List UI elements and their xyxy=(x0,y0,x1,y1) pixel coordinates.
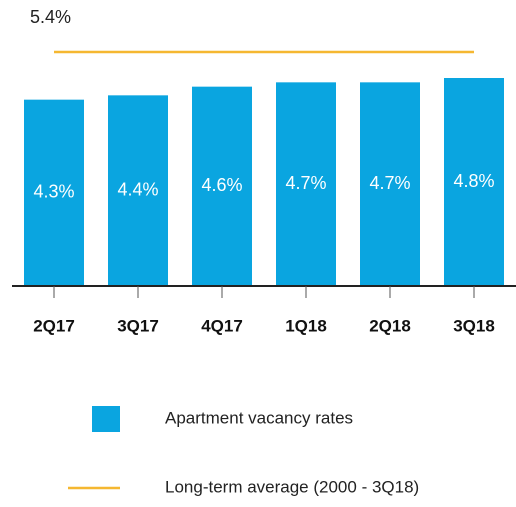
x-tick-label: 3Q17 xyxy=(117,316,159,335)
value-label: 4.7% xyxy=(285,173,326,193)
value-label: 4.8% xyxy=(453,171,494,191)
x-tick-label: 2Q18 xyxy=(369,316,411,335)
value-label: 4.4% xyxy=(117,179,158,199)
value-label: 4.6% xyxy=(201,175,242,195)
bar xyxy=(276,82,336,286)
legend-label: Long-term average (2000 - 3Q18) xyxy=(165,477,419,496)
legend-swatch xyxy=(92,406,120,432)
x-tick-label: 3Q18 xyxy=(453,316,495,335)
bar xyxy=(24,99,84,287)
value-label: 4.3% xyxy=(33,182,74,202)
value-label: 4.7% xyxy=(369,173,410,193)
bar xyxy=(192,86,252,287)
bar xyxy=(444,78,504,286)
bar xyxy=(108,95,168,286)
legend-label: Apartment vacancy rates xyxy=(165,408,353,427)
x-tick-label: 1Q18 xyxy=(285,316,327,335)
reference-label: 5.4% xyxy=(30,7,71,27)
x-tick-label: 2Q17 xyxy=(33,316,75,335)
bar xyxy=(360,82,420,286)
x-tick-label: 4Q17 xyxy=(201,316,243,335)
